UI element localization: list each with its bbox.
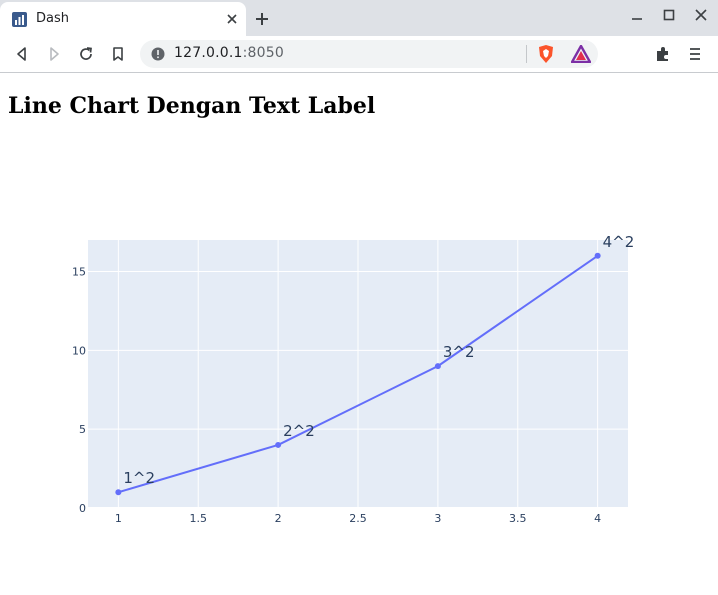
forward-icon[interactable] [45,45,63,63]
x-tick-label: 2.5 [349,512,367,525]
tab-strip: Dash [0,0,718,36]
data-label: 2^2 [283,422,315,440]
browser-tab[interactable]: Dash [0,2,246,36]
bookmark-icon[interactable] [109,45,127,63]
brave-rewards-icon[interactable] [571,45,591,63]
data-label: 3^2 [443,343,475,361]
x-tick-label: 1.5 [189,512,207,525]
page-title: Line Chart Dengan Text Label [8,93,376,119]
data-label: 1^2 [123,469,155,487]
y-tick-label: 10 [72,344,86,357]
line-chart[interactable]: 1 1.5 2 2.5 3 3.5 4 0 5 10 15 1^2 2^2 3^2 4^2 [0,140,718,590]
x-tick-label: 1 [115,512,122,525]
series-line[interactable] [118,254,599,494]
minimize-icon[interactable] [630,8,644,22]
new-tab-icon[interactable] [254,11,270,27]
menu-icon[interactable] [686,45,704,63]
browser-toolbar: 127.0.0.1:8050 [0,36,718,72]
url-host: 127.0.0.1 [174,45,243,61]
url-port: :8050 [242,45,284,61]
back-icon[interactable] [13,45,31,63]
data-point[interactable] [115,489,122,496]
info-icon[interactable] [151,47,165,61]
x-tick-label: 4 [594,512,601,525]
maximize-icon[interactable] [662,8,676,22]
dash-chart-icon [12,12,27,27]
y-tick-label: 0 [79,502,86,515]
data-point[interactable] [594,252,601,259]
address-bar[interactable]: 127.0.0.1:8050 [140,40,598,68]
x-tick-label: 3.5 [509,512,527,525]
x-tick-label: 3 [434,512,441,525]
tab-title: Dash [36,11,69,26]
y-tick-label: 15 [72,266,86,279]
x-tick-label: 2 [275,512,282,525]
extensions-icon[interactable] [654,45,672,63]
data-label: 4^2 [603,233,635,251]
toolbar-divider [0,72,718,73]
close-icon[interactable] [694,8,708,22]
tab-close-icon[interactable] [224,11,240,27]
data-point[interactable] [434,363,441,370]
y-tick-label: 5 [79,423,86,436]
data-point[interactable] [275,441,282,448]
omnibox-divider [526,45,527,63]
url-text: 127.0.0.1:8050 [174,45,284,61]
brave-shields-icon[interactable] [537,44,555,64]
reload-icon[interactable] [77,45,95,63]
